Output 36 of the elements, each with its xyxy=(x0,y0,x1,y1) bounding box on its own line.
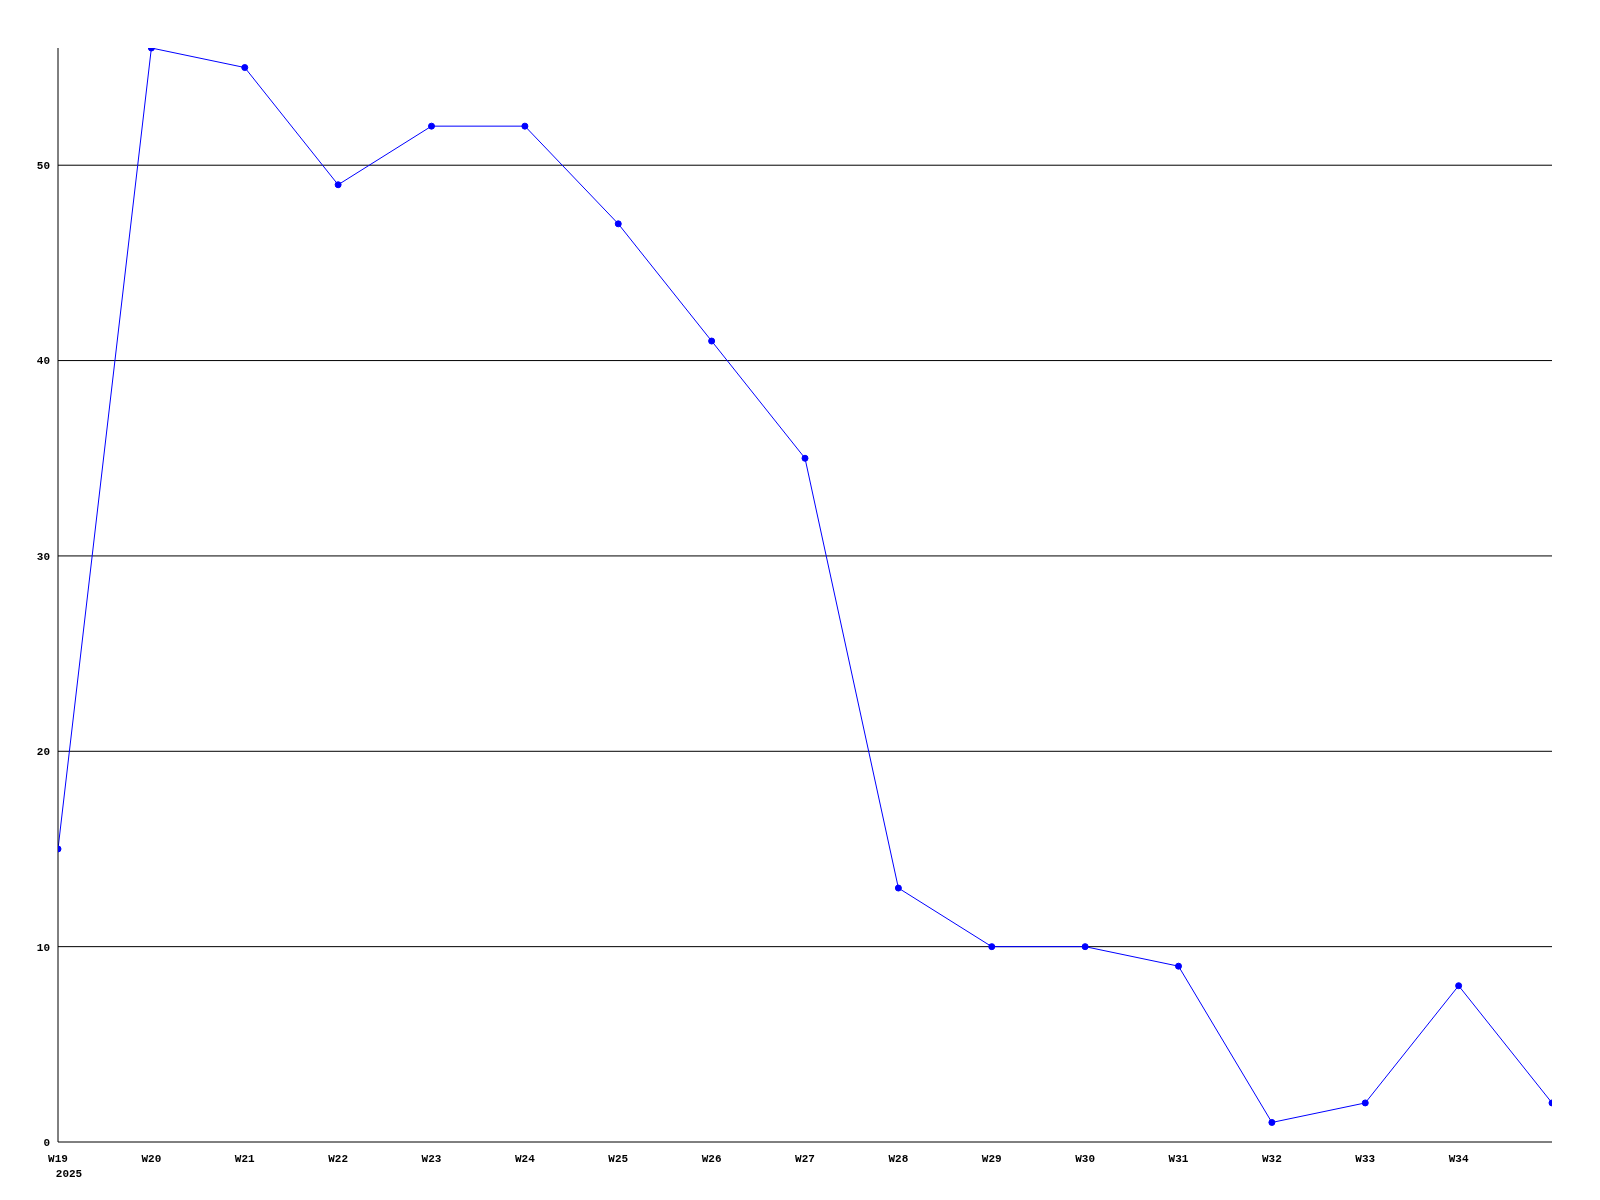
x-tick-label: W30 xyxy=(1075,1153,1096,1165)
x-tick-label: W34 xyxy=(1448,1153,1469,1165)
x-tick-label: W19 2025 xyxy=(48,1153,83,1180)
point xyxy=(894,884,902,892)
point xyxy=(1361,1099,1369,1107)
x-tick-label: W26 xyxy=(701,1153,722,1165)
point xyxy=(1081,943,1089,951)
y-tick-label: 30 xyxy=(36,550,50,563)
x-tick-label: W29 xyxy=(981,1153,1002,1165)
y-tick-label: 40 xyxy=(36,355,50,368)
x-tick-label: W24 xyxy=(514,1153,536,1165)
point xyxy=(614,220,622,228)
point xyxy=(1175,962,1182,970)
x-tick-label: W32 xyxy=(1261,1153,1282,1165)
x-tick-label: W20 xyxy=(141,1153,162,1165)
x-tick-label: W23 xyxy=(421,1153,442,1165)
point xyxy=(708,337,716,345)
x-tick-label: W33 xyxy=(1355,1153,1376,1165)
x-tick-label: W28 xyxy=(888,1153,909,1165)
point xyxy=(988,943,996,951)
point xyxy=(1455,982,1463,990)
y-tick-label: 50 xyxy=(36,160,50,173)
point xyxy=(521,122,529,130)
y-tick-label: 10 xyxy=(36,941,50,954)
point xyxy=(241,64,249,72)
point xyxy=(1268,1118,1276,1126)
point xyxy=(801,454,809,462)
x-tick-label: W25 xyxy=(608,1153,629,1165)
point xyxy=(334,181,342,189)
y-tick-label: 0 xyxy=(43,1136,50,1149)
y-tick-label: 20 xyxy=(36,746,50,759)
x-tick-label: W31 xyxy=(1168,1153,1189,1165)
x-tick-label: W22 xyxy=(328,1153,349,1165)
point xyxy=(428,122,435,130)
x-tick-label: W27 xyxy=(795,1153,815,1165)
x-tick-label: W21 xyxy=(234,1153,256,1165)
